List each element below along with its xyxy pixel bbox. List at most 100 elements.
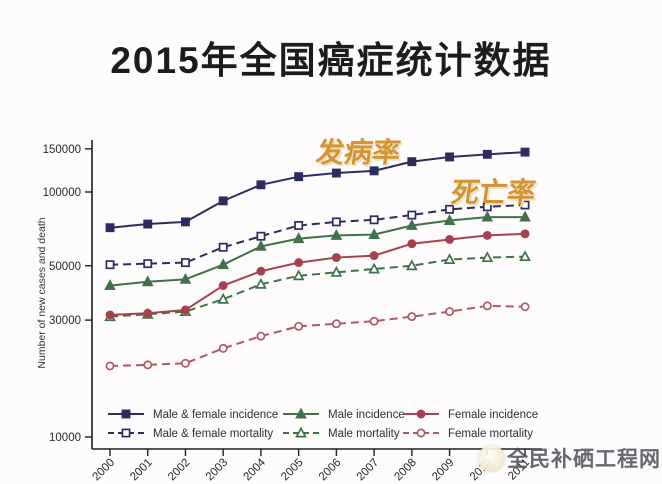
data-point-female-mortality [294,321,304,331]
data-point-female-incidence [520,229,530,239]
figure-title: 2015年全国癌症统计数据 [110,40,552,81]
data-point-male-mortality [368,262,380,274]
x-tick-label-2001: 2001 [128,457,155,484]
data-point-male-incidence [255,239,267,251]
data-point-male-female-incidence [256,180,266,190]
legend-marker-male-incidence [295,407,307,419]
data-point-male-incidence [406,219,418,230]
data-point-female-incidence [445,235,455,244]
data-point-female-mortality [445,307,455,317]
data-point-female-mortality [482,301,492,311]
data-point-male-female-mortality [520,200,530,210]
data-point-female-mortality [256,331,266,341]
data-point-female-incidence [407,239,417,249]
series-line-female-mortality [109,304,526,367]
data-point-male-female-incidence [520,147,530,157]
data-point-male-female-incidence [105,223,115,233]
data-point-female-mortality [520,302,530,312]
series-line-male-female-incidence [109,151,526,229]
legend-marker-female-mortality [416,428,426,438]
legend-label-male-female-incidence: Male & female incidence [153,409,278,421]
data-point-male-female-mortality [482,202,492,212]
annotation-incidence-rate: 发病率 [313,136,402,168]
x-tick-label-2011: 2011 [506,457,532,483]
data-point-male-female-mortality [143,259,153,269]
data-point-female-incidence [218,281,228,291]
data-point-male-incidence [292,232,305,244]
data-point-female-incidence [105,310,115,320]
data-point-male-female-incidence [445,152,455,162]
data-point-male-female-mortality [407,210,417,220]
data-point-male-incidence [481,210,494,222]
annotation-shadow: 死亡率 [451,178,539,210]
legend-marker-male-mortality [295,426,307,438]
legend-label-female-mortality: Female mortality [448,428,533,440]
data-point-male-female-mortality [181,258,190,268]
data-point-male-incidence [141,275,154,287]
data-point-female-incidence [482,230,492,240]
x-tick-label-2003: 2003 [204,457,231,484]
x-tick-label-2004: 2004 [241,456,268,483]
x-tick-label-2007: 2007 [355,457,382,484]
series-line-male-mortality [109,255,526,318]
legend-marker-male-female-incidence [121,409,131,419]
x-tick-label-2005: 2005 [279,457,306,484]
data-point-female-mortality [181,358,190,368]
data-point-female-mortality [331,319,341,329]
data-point-female-mortality [218,343,228,353]
data-point-male-incidence [443,214,456,225]
data-point-male-mortality [330,265,343,277]
y-tick-label-50000: 50000 [49,261,81,273]
legend-marker-male-female-mortality [121,428,131,438]
data-point-male-female-incidence [218,196,228,206]
data-point-male-female-mortality [218,242,228,252]
y-tick-label-100000: 100000 [43,187,81,199]
data-point-female-incidence [294,258,304,268]
x-tick-label-2002: 2002 [166,457,193,484]
x-tick-label-2008: 2008 [392,457,419,484]
legend-label-male-female-mortality: Male & female mortality [153,428,273,440]
x-tick-label-2000: 2000 [91,457,118,484]
data-point-male-mortality [443,253,456,265]
data-point-female-mortality [105,361,115,371]
data-point-male-female-mortality [445,204,455,214]
data-point-male-mortality [481,251,494,263]
data-point-male-female-incidence [407,157,417,167]
data-point-male-female-incidence [331,168,341,178]
data-point-female-mortality [369,316,379,326]
data-point-female-incidence [369,251,379,261]
data-point-male-female-incidence [482,149,492,159]
data-point-male-female-mortality [331,217,341,227]
data-point-male-mortality [217,292,230,304]
y-axis-label: Number of new cases and death [36,217,48,368]
data-point-male-mortality [519,250,531,262]
data-point-male-female-incidence [369,166,379,176]
data-point-male-incidence [179,272,192,284]
data-point-male-mortality [292,269,305,281]
data-point-male-incidence [519,210,531,222]
data-point-male-incidence [330,229,343,240]
data-point-female-mortality [407,312,417,322]
legend-marker-female-incidence [416,409,426,419]
legend-label-female-incidence: Female incidence [448,409,538,421]
data-point-male-female-mortality [294,221,304,230]
data-point-male-incidence [368,228,380,240]
series-line-male-incidence [109,216,526,287]
data-point-male-mortality [406,259,418,271]
data-point-male-female-mortality [105,260,115,270]
data-point-male-female-incidence [294,172,304,182]
x-tick-label-2006: 2006 [317,457,344,484]
data-point-female-incidence [331,253,341,263]
legend-label-male-incidence: Male incidence [328,409,405,421]
series-line-male-female-mortality [109,204,526,266]
data-point-male-female-mortality [256,231,266,241]
data-point-male-mortality [255,277,267,289]
x-tick-label-2009: 2009 [430,457,457,484]
annotation-shadow: 发病率 [315,138,404,170]
data-point-female-mortality [143,360,153,370]
data-point-female-incidence [181,305,190,315]
data-point-male-female-incidence [181,217,190,227]
data-point-female-incidence [143,308,153,318]
data-point-female-incidence [256,266,266,276]
